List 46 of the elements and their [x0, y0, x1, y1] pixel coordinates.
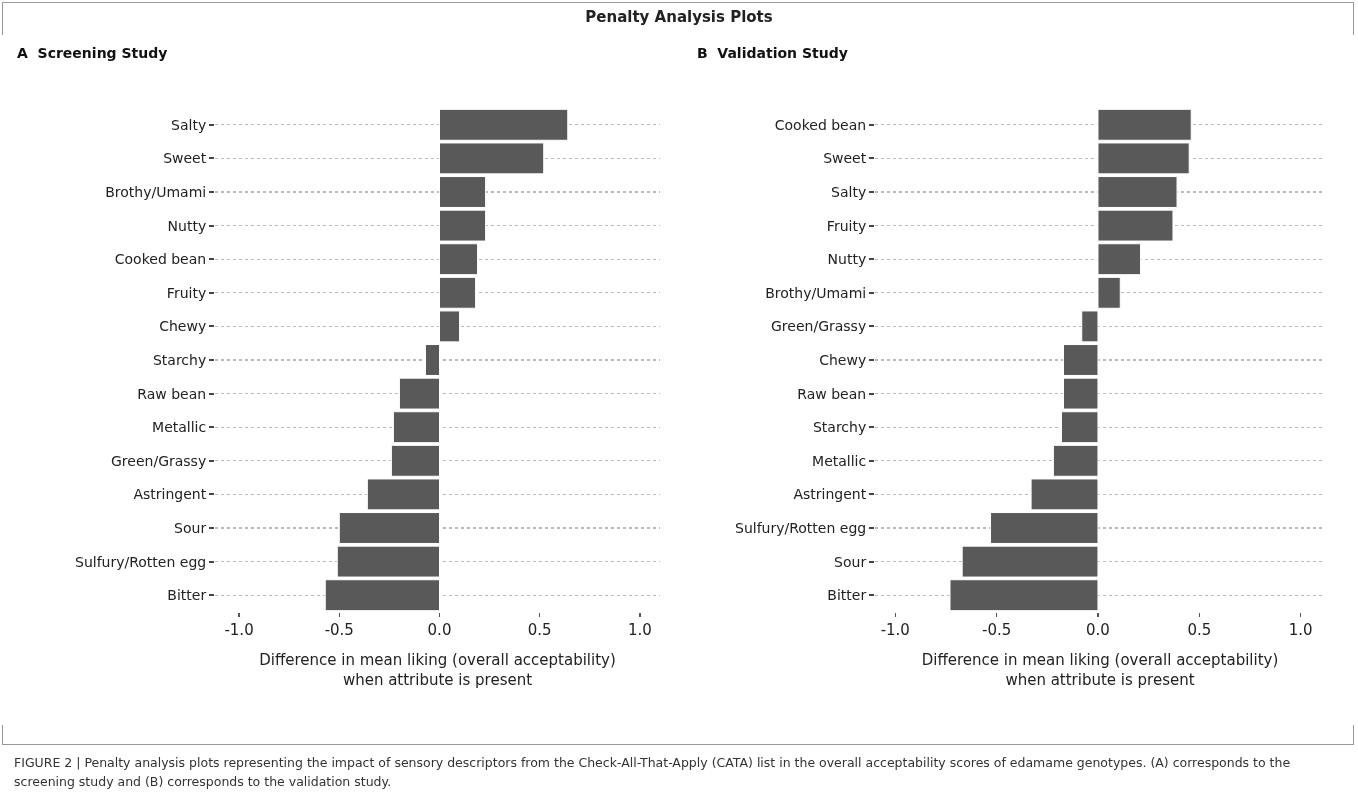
y-tick-label: Salty: [831, 183, 867, 200]
y-tick-label: Metallic: [812, 452, 867, 469]
x-tick-label: -1.0: [224, 621, 254, 639]
y-tick-label: Salty: [171, 116, 207, 133]
x-tick-label: -0.5: [324, 621, 354, 639]
y-tick-label: Fruity: [166, 284, 207, 301]
caption: FIGURE 2 | Penalty analysis plots representing the impact of sensory descriptors from the Check-All-That-Apply (CATA) list in the overall acceptability scores of edamame genotypes. (A) corresponds to the screening study and (B) corresponds to the validation study.: [14, 754, 1292, 791]
x-tick-label: 0.0: [1086, 621, 1110, 639]
x-tick-label: 0.5: [527, 621, 552, 639]
y-tick-label: Cooked bean: [774, 116, 867, 133]
y-tick-label: Astringent: [133, 486, 207, 503]
y-tick-label: Green/Grassy: [771, 318, 867, 335]
y-tick-label: Nutty: [827, 251, 867, 268]
y-tick-label: Starchy: [152, 351, 207, 368]
y-tick-label: Sulfury/Rotten egg: [75, 553, 207, 570]
y-tick-label: Chewy: [819, 351, 867, 368]
y-tick-label: Nutty: [167, 217, 207, 234]
y-tick-label: Raw bean: [797, 385, 867, 402]
y-tick-label: Raw bean: [137, 385, 207, 402]
y-tick-label: Chewy: [159, 318, 207, 335]
x-tick-label: 0.5: [1187, 621, 1212, 639]
chart-title: B Validation Study: [696, 44, 848, 61]
y-tick-label: Sweet: [823, 150, 867, 167]
x-axis-title: Difference in mean liking (overall acceptability) when attribute is present: [259, 651, 616, 689]
y-tick-label: Green/Grassy: [111, 452, 207, 469]
text: Penalty Analysis Plots: [584, 8, 774, 26]
x-tick-label: 1.0: [1288, 621, 1313, 639]
x-tick-label: 0.0: [427, 621, 452, 639]
y-tick-label: Starchy: [812, 419, 867, 436]
y-tick-label: Sulfury/Rotten egg: [735, 519, 867, 536]
y-tick-label: Bitter: [827, 587, 867, 604]
x-tick-label: -1.0: [880, 621, 910, 639]
y-tick-label: Bitter: [167, 587, 207, 604]
y-tick-label: Metallic: [152, 419, 207, 436]
y-tick-label: Cooked bean: [114, 251, 207, 268]
y-tick-label: Brothy/Umami: [105, 183, 207, 200]
x-tick-label: -0.5: [981, 621, 1012, 639]
y-tick-label: Fruity: [826, 217, 867, 234]
x-tick-label: 1.0: [628, 621, 652, 639]
text: A Screening Study: [17, 44, 168, 61]
y-tick-label: Sour: [174, 519, 207, 536]
y-tick-label: Sour: [834, 553, 867, 570]
x-axis-title: Difference in mean liking (overall acceptability) when attribute is present: [921, 651, 1279, 689]
y-tick-label: Brothy/Umami: [765, 284, 867, 301]
y-tick-label: Sweet: [163, 150, 207, 167]
y-tick-label: Astringent: [793, 486, 867, 503]
